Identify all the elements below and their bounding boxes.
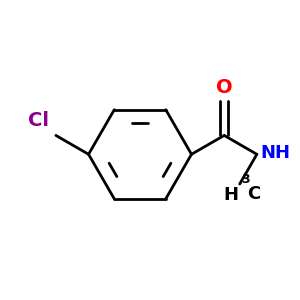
- Text: H: H: [223, 186, 238, 204]
- Text: NH: NH: [260, 144, 290, 162]
- Text: 3: 3: [242, 173, 250, 186]
- Text: Cl: Cl: [28, 111, 49, 130]
- Text: O: O: [216, 78, 232, 97]
- Text: C: C: [248, 185, 261, 203]
